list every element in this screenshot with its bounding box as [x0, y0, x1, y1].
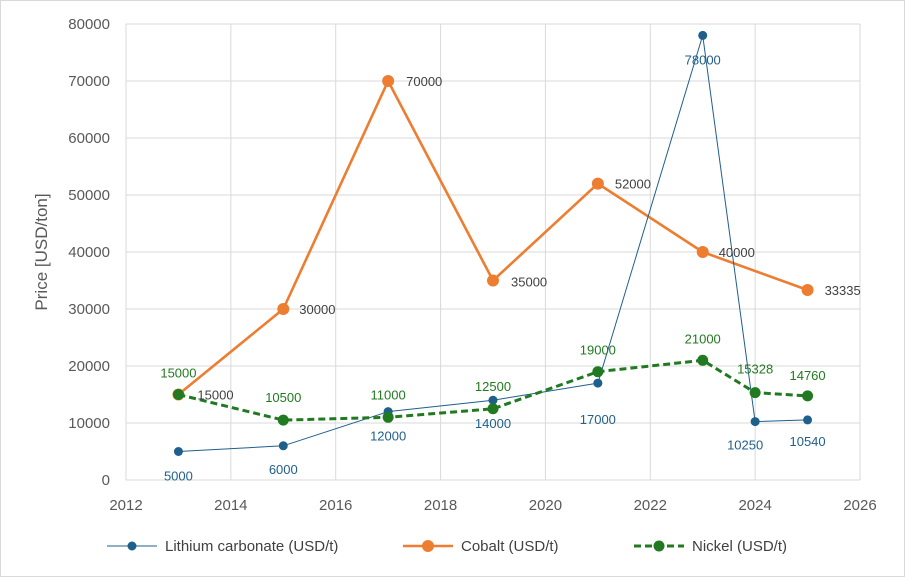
data-label-nickel: 12500	[475, 379, 511, 394]
data-label-lithium: 12000	[370, 429, 406, 444]
data-point-lithium	[803, 415, 813, 425]
data-point-lithium	[278, 441, 288, 451]
data-label-nickel: 14760	[789, 368, 825, 383]
data-point-nickel	[172, 389, 184, 400]
data-label-cobalt: 15000	[197, 388, 233, 403]
data-label-lithium: 6000	[269, 462, 298, 477]
data-point-nickel	[382, 411, 394, 423]
legend: Lithium carbonate (USD/t) Cobalt (USD/t) N…	[107, 538, 787, 555]
y-tick-label: 80000	[68, 16, 110, 33]
data-label-cobalt: 40000	[719, 245, 755, 260]
y-tick-label: 60000	[68, 130, 110, 147]
x-tick-label: 2026	[843, 497, 876, 514]
data-point-cobalt	[277, 303, 290, 315]
y-axis-ticks: 0 10000 20000 30000 40000 50000 60000 70000 8000…	[68, 16, 110, 489]
data-point-nickel	[277, 414, 289, 426]
data-label-nickel: 15000	[160, 366, 196, 381]
data-label-lithium: 10540	[789, 434, 825, 449]
legend-marker-nickel	[653, 540, 665, 552]
data-label-nickel: 21000	[685, 331, 721, 346]
data-point-lithium	[488, 395, 498, 405]
y-tick-label: 50000	[68, 187, 110, 204]
data-point-lithium	[750, 417, 760, 427]
data-label-lithium: 5000	[164, 469, 193, 484]
data-label-lithium: 17000	[580, 412, 616, 427]
y-tick-label: 30000	[68, 301, 110, 318]
data-label-cobalt: 33335	[825, 283, 861, 298]
x-tick-label: 2016	[319, 497, 352, 514]
y-tick-label: 0	[102, 472, 110, 489]
series-line-nickel	[178, 358, 808, 422]
data-point-cobalt	[696, 246, 709, 258]
data-point-lithium	[698, 30, 708, 40]
series-layer	[172, 30, 814, 456]
x-tick-label: 2012	[109, 497, 142, 514]
legend-item-lithium: Lithium carbonate (USD/t)	[107, 538, 338, 555]
y-tick-label: 10000	[68, 415, 110, 432]
data-point-cobalt	[801, 283, 814, 296]
data-point-nickel	[592, 366, 604, 378]
series-line-cobalt	[177, 79, 809, 396]
x-tick-label: 2024	[738, 497, 771, 514]
x-tick-label: 2018	[424, 497, 457, 514]
data-label-nickel: 11000	[371, 387, 406, 402]
legend-item-nickel: Nickel (USD/t)	[634, 538, 787, 555]
data-label-cobalt: 70000	[406, 74, 442, 89]
data-label-nickel: 15328	[737, 362, 773, 377]
data-point-cobalt	[591, 177, 604, 190]
y-tick-label: 20000	[68, 358, 110, 375]
data-label-cobalt: 35000	[511, 275, 547, 290]
data-point-cobalt	[382, 75, 395, 87]
gridlines	[125, 23, 861, 481]
series-line-lithium	[178, 34, 808, 452]
x-tick-label: 2020	[529, 497, 562, 514]
series-cobalt	[172, 75, 814, 401]
data-point-cobalt	[487, 274, 499, 287]
data-label-cobalt: 52000	[615, 177, 651, 192]
data-label-lithium: 10250	[727, 438, 763, 453]
y-tick-label: 70000	[68, 73, 110, 90]
data-point-nickel	[749, 387, 761, 399]
legend-label-lithium: Lithium carbonate (USD/t)	[165, 538, 338, 555]
legend-label-nickel: Nickel (USD/t)	[692, 538, 787, 555]
legend-marker-cobalt	[422, 540, 434, 552]
data-label-cobalt: 30000	[299, 302, 335, 317]
series-nickel	[172, 354, 814, 426]
data-label-lithium: 78000	[685, 52, 721, 67]
x-tick-label: 2022	[634, 497, 667, 514]
legend-marker-lithium	[127, 541, 137, 551]
series-lithium	[173, 30, 813, 456]
data-point-nickel	[487, 403, 499, 415]
x-axis-ticks: 2012 2014 2016 2018 2020 2022 2024 2026	[109, 497, 876, 514]
y-axis-title: Price [USD/ton]	[32, 193, 51, 310]
x-tick-label: 2014	[214, 497, 247, 514]
legend-label-cobalt: Cobalt (USD/t)	[461, 538, 559, 555]
legend-item-cobalt: Cobalt (USD/t)	[403, 538, 559, 555]
y-tick-label: 40000	[68, 244, 110, 261]
data-label-lithium: 14000	[475, 416, 511, 431]
data-point-nickel	[697, 354, 709, 366]
data-point-lithium	[593, 378, 603, 388]
data-labels: 15000 30000 70000 35000 52000 40000 33335 5000 6…	[160, 52, 860, 483]
data-point-lithium	[173, 447, 183, 456]
data-label-nickel: 10500	[265, 390, 301, 405]
data-point-nickel	[802, 390, 814, 402]
data-label-nickel: 19000	[580, 343, 616, 358]
